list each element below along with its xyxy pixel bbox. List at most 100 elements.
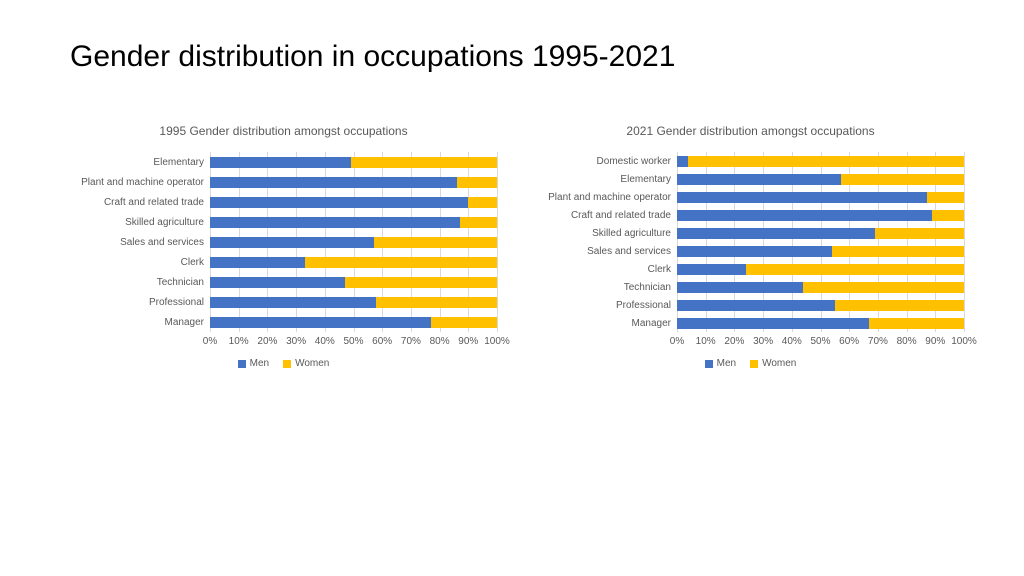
x-tick-label: 20% bbox=[257, 336, 277, 347]
x-tick-label: 50% bbox=[343, 336, 363, 347]
chart-2021: 2021 Gender distribution amongst occupat… bbox=[537, 124, 964, 369]
bar-track bbox=[677, 264, 964, 275]
page-title: Gender distribution in occupations 1995-… bbox=[70, 40, 964, 74]
chart-title: 1995 Gender distribution amongst occupat… bbox=[70, 124, 497, 138]
y-axis-labels: Domestic workerElementaryPlant and machi… bbox=[537, 152, 677, 332]
chart-1995: 1995 Gender distribution amongst occupat… bbox=[70, 124, 497, 369]
bar-track bbox=[677, 282, 964, 293]
bar-segment-women bbox=[832, 246, 964, 257]
bar-track bbox=[210, 217, 497, 228]
bar-segment-men bbox=[677, 264, 746, 275]
bar-segment-men bbox=[210, 277, 345, 288]
bar-segment-men bbox=[677, 192, 927, 203]
page: Gender distribution in occupations 1995-… bbox=[0, 0, 1024, 576]
x-tick-label: 30% bbox=[286, 336, 306, 347]
bar-segment-men bbox=[677, 282, 803, 293]
bar-segment-men bbox=[677, 156, 688, 167]
x-tick-label: 40% bbox=[782, 336, 802, 347]
bar-segment-men bbox=[677, 228, 875, 239]
category-label: Craft and related trade bbox=[70, 192, 210, 212]
x-ticks: 0%10%20%30%40%50%60%70%80%90%100% bbox=[210, 336, 497, 352]
bar-segment-men bbox=[210, 257, 305, 268]
bar-segment-women bbox=[345, 277, 497, 288]
bar-segment-women bbox=[376, 297, 497, 308]
bar-segment-women bbox=[841, 174, 964, 185]
bar-track bbox=[677, 174, 964, 185]
category-label: Sales and services bbox=[537, 242, 677, 260]
category-label: Technician bbox=[537, 278, 677, 296]
legend-swatch bbox=[283, 360, 291, 368]
legend-swatch bbox=[705, 360, 713, 368]
legend-label: Women bbox=[295, 358, 329, 369]
bar-segment-women bbox=[688, 156, 964, 167]
x-tick-label: 80% bbox=[897, 336, 917, 347]
legend: MenWomen bbox=[70, 358, 497, 369]
category-label: Plant and machine operator bbox=[537, 188, 677, 206]
x-tick-label: 60% bbox=[372, 336, 392, 347]
bar-segment-men bbox=[210, 317, 431, 328]
bar-track bbox=[677, 210, 964, 221]
category-label: Domestic worker bbox=[537, 152, 677, 170]
bar-segment-women bbox=[374, 237, 497, 248]
x-tick-label: 90% bbox=[458, 336, 478, 347]
legend-swatch bbox=[238, 360, 246, 368]
x-tick-label: 70% bbox=[401, 336, 421, 347]
bar-row bbox=[677, 152, 964, 170]
bar-track bbox=[677, 192, 964, 203]
bar-segment-men bbox=[210, 197, 468, 208]
bar-segment-women bbox=[932, 210, 964, 221]
category-label: Clerk bbox=[70, 252, 210, 272]
bar-track bbox=[210, 317, 497, 328]
x-tick-label: 90% bbox=[925, 336, 945, 347]
bar-segment-men bbox=[210, 177, 457, 188]
bar-segment-men bbox=[677, 246, 832, 257]
bar-track bbox=[210, 157, 497, 168]
bar-track bbox=[210, 237, 497, 248]
y-axis-labels: ElementaryPlant and machine operatorCraf… bbox=[70, 152, 210, 332]
category-label: Professional bbox=[70, 292, 210, 312]
bar-row bbox=[677, 170, 964, 188]
category-label: Plant and machine operator bbox=[70, 172, 210, 192]
bar-row bbox=[677, 278, 964, 296]
bar-track bbox=[677, 300, 964, 311]
bar-segment-women bbox=[468, 197, 497, 208]
plot-area: Domestic workerElementaryPlant and machi… bbox=[537, 152, 964, 332]
x-tick-label: 0% bbox=[670, 336, 684, 347]
bar-track bbox=[210, 197, 497, 208]
grid-line bbox=[964, 152, 965, 332]
bar-row bbox=[210, 172, 497, 192]
bar-row bbox=[210, 212, 497, 232]
x-tick-label: 100% bbox=[951, 336, 977, 347]
bars-area bbox=[210, 152, 497, 332]
bar-track bbox=[677, 246, 964, 257]
bar-row bbox=[677, 224, 964, 242]
bar-segment-women bbox=[869, 318, 964, 329]
charts-container: 1995 Gender distribution amongst occupat… bbox=[70, 124, 964, 369]
x-tick-label: 10% bbox=[229, 336, 249, 347]
category-label: Clerk bbox=[537, 260, 677, 278]
bar-row bbox=[677, 206, 964, 224]
bar-segment-women bbox=[431, 317, 497, 328]
bar-segment-women bbox=[875, 228, 964, 239]
bar-track bbox=[210, 177, 497, 188]
legend-item-women: Women bbox=[750, 358, 796, 369]
x-tick-label: 10% bbox=[696, 336, 716, 347]
bar-segment-women bbox=[835, 300, 964, 311]
bar-row bbox=[210, 152, 497, 172]
legend-item-women: Women bbox=[283, 358, 329, 369]
bar-segment-men bbox=[210, 157, 351, 168]
x-tick-label: 0% bbox=[203, 336, 217, 347]
category-label: Skilled agriculture bbox=[537, 224, 677, 242]
bar-row bbox=[210, 252, 497, 272]
bar-row bbox=[677, 242, 964, 260]
category-label: Elementary bbox=[537, 170, 677, 188]
legend-item-men: Men bbox=[705, 358, 736, 369]
legend-label: Women bbox=[762, 358, 796, 369]
bar-row bbox=[677, 296, 964, 314]
x-tick-label: 50% bbox=[810, 336, 830, 347]
bar-segment-women bbox=[803, 282, 964, 293]
x-tick-label: 30% bbox=[753, 336, 773, 347]
category-label: Elementary bbox=[70, 152, 210, 172]
bar-segment-men bbox=[677, 174, 841, 185]
bar-track bbox=[677, 318, 964, 329]
